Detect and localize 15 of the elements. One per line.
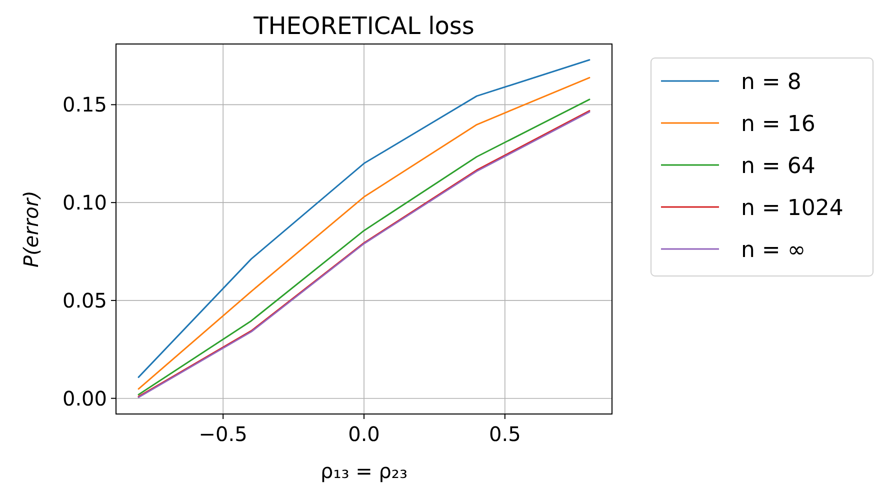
legend-label: n = 8 bbox=[741, 70, 802, 95]
y-axis-title: P(error) bbox=[19, 190, 43, 268]
x-axis-title: ρ₁₃ = ρ₂₃ bbox=[320, 459, 408, 483]
y-tick-label: 0.10 bbox=[62, 190, 107, 215]
x-tick-label: 0.0 bbox=[348, 422, 380, 446]
y-tick-label: 0.15 bbox=[62, 92, 107, 117]
chart-title: THEORETICAL loss bbox=[252, 12, 474, 40]
x-tick-label: 0.5 bbox=[489, 422, 521, 446]
legend-label: n = 1024 bbox=[741, 196, 844, 221]
y-tick-label: 0.05 bbox=[62, 288, 107, 312]
legend-label: n = 64 bbox=[741, 154, 816, 179]
x-tick-label: −0.5 bbox=[198, 422, 248, 446]
legend-label: n = 16 bbox=[741, 112, 816, 137]
y-tick-label: 0.00 bbox=[62, 386, 107, 410]
legend-label: n = ∞ bbox=[741, 238, 806, 263]
